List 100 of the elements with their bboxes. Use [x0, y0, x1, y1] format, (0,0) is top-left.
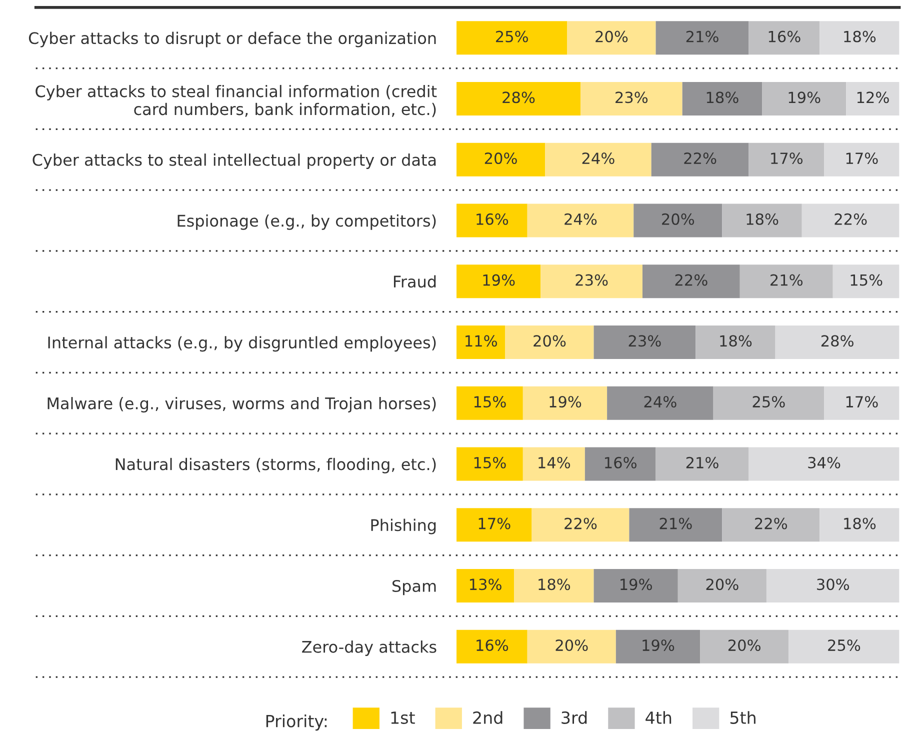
data-label: 15%: [474, 456, 506, 468]
bar: [456, 21, 568, 55]
bar: [824, 386, 900, 420]
data-label: 17%: [846, 152, 878, 164]
bar: [713, 386, 824, 420]
bar: [505, 326, 594, 359]
data-label: 20%: [596, 30, 628, 42]
bar: [740, 264, 833, 298]
data-label: 11%: [466, 335, 497, 347]
y-tick-label: Fraud: [394, 275, 436, 288]
data-label: 25%: [828, 639, 860, 652]
bar: [514, 568, 594, 602]
data-label: 25%: [496, 30, 528, 42]
data-label: 21%: [660, 518, 692, 530]
bar: [532, 508, 630, 542]
data-label: 18%: [720, 335, 752, 347]
bar: [642, 264, 740, 298]
data-label: 19%: [550, 396, 582, 408]
data-label: 18%: [844, 518, 876, 530]
data-label: 28%: [502, 92, 535, 104]
y-tick-label: Phishing: [371, 518, 436, 534]
y-tick-label: Cyber attacks to steal intellectual property or data: [32, 154, 436, 170]
bar: [820, 508, 900, 542]
bar: [748, 447, 900, 481]
bar: [456, 447, 523, 481]
bar: [748, 21, 820, 55]
bar: [584, 447, 656, 481]
data-label: 19%: [642, 639, 674, 652]
data-label: 25%: [752, 396, 785, 408]
bar: [456, 142, 546, 176]
legend-label: 2nd: [473, 711, 502, 724]
data-label: 22%: [675, 274, 708, 286]
bar: [824, 142, 900, 176]
bar: [456, 82, 580, 116]
bar: [766, 568, 900, 602]
bar: [540, 264, 642, 298]
data-label: 22%: [564, 518, 597, 530]
bar: [527, 204, 634, 238]
data-label: 12%: [857, 92, 889, 104]
bar: [762, 82, 846, 116]
y-tick-label: Internal attacks (e.g., by disgruntled employees): [48, 336, 436, 352]
bar: [522, 386, 608, 420]
bar: [629, 508, 722, 542]
data-label: 17%: [478, 518, 510, 530]
bar: [456, 568, 514, 602]
data-label: 21%: [770, 274, 803, 286]
data-label: 20%: [484, 152, 517, 164]
legend-label: 1st: [391, 712, 415, 724]
data-label: 24%: [582, 152, 614, 164]
bar: [594, 568, 678, 602]
data-label: 15%: [474, 396, 506, 408]
data-label: 16%: [605, 456, 636, 468]
bar: [567, 21, 656, 55]
data-label: 20%: [662, 213, 694, 225]
data-label: 18%: [538, 578, 570, 590]
data-label: 19%: [788, 92, 820, 104]
bar: [820, 21, 900, 55]
data-label: 20%: [534, 335, 566, 347]
data-label: 16%: [768, 30, 800, 42]
bar: [722, 204, 802, 238]
bar: [832, 264, 900, 298]
data-label: 13%: [470, 578, 502, 590]
bar: [634, 204, 722, 238]
legend-label: 3rd: [562, 711, 587, 724]
y-tick-label: Cyber attacks to disrupt or deface the organization: [28, 32, 436, 48]
bar: [545, 142, 652, 176]
data-label: 20%: [728, 639, 760, 652]
bar: [682, 82, 762, 116]
bar: [456, 386, 523, 420]
bar: [788, 630, 900, 664]
bar: [616, 630, 700, 664]
data-label: 15%: [850, 274, 882, 286]
data-label: 24%: [644, 396, 676, 408]
data-label: 22%: [834, 213, 867, 225]
y-tick-label: Zero-day attacks: [302, 640, 436, 656]
legend-title: Priority:: [266, 714, 327, 731]
data-label: 34%: [808, 456, 840, 468]
legend-label: 4th: [646, 711, 672, 724]
data-label: 23%: [616, 92, 648, 104]
bar: [651, 142, 749, 176]
data-label: 19%: [483, 274, 515, 286]
y-tick-label: Cyber attacks to steal financial information (credit card numbers, bank information, etc.): [36, 84, 437, 118]
bar: [527, 630, 616, 664]
data-label: 20%: [706, 578, 738, 590]
data-label: 21%: [686, 30, 718, 42]
bar: [456, 204, 528, 238]
bar: [580, 82, 682, 116]
data-label: 16%: [476, 213, 508, 225]
bar: [456, 508, 532, 542]
data-label: 24%: [564, 213, 597, 225]
bar: [678, 568, 766, 602]
data-label: 14%: [538, 456, 570, 468]
bar: [700, 630, 789, 664]
bar: [656, 21, 749, 55]
bar: [775, 326, 900, 359]
y-tick-label: Espionage (e.g., by competitors): [178, 214, 436, 230]
y-tick-label: Natural disasters (storms, flooding, etc.): [116, 458, 436, 474]
bar: [456, 630, 528, 664]
bar: [846, 82, 900, 116]
data-label: 22%: [755, 518, 788, 530]
